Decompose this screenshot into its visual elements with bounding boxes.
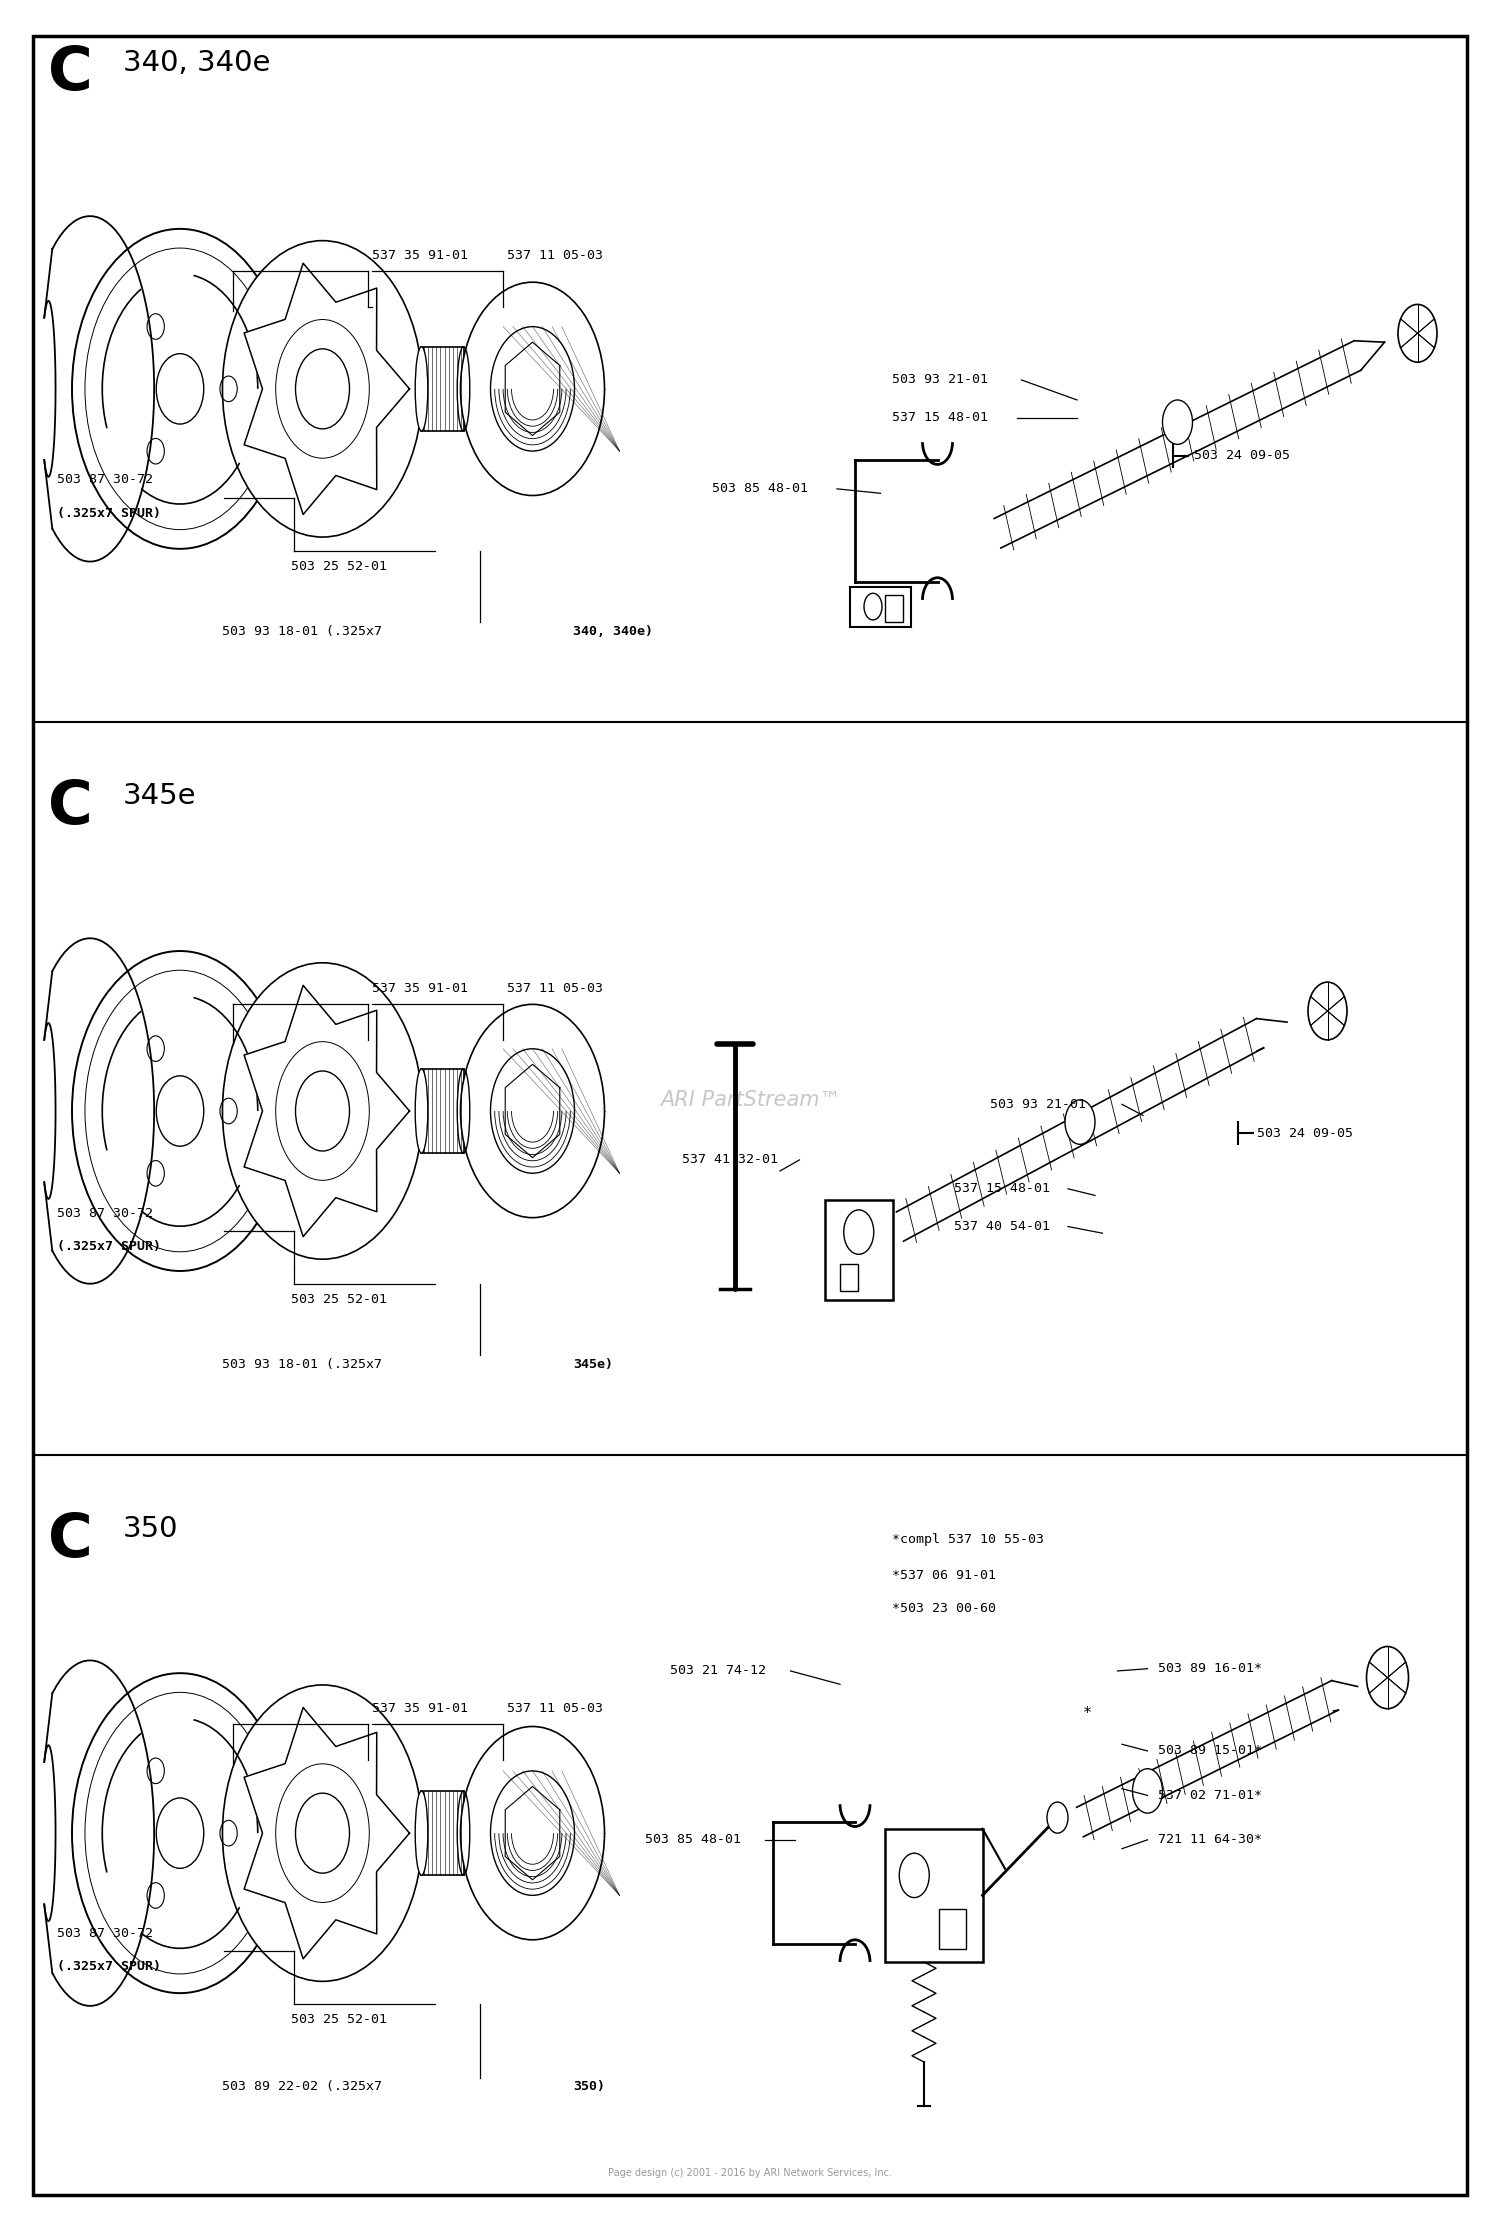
FancyBboxPatch shape	[825, 1200, 892, 1300]
Text: 503 85 48-01: 503 85 48-01	[712, 482, 809, 496]
Text: 503 89 15-01*: 503 89 15-01*	[1158, 1744, 1262, 1758]
Ellipse shape	[416, 1069, 428, 1153]
Polygon shape	[897, 1018, 1263, 1242]
Text: 537 11 05-03: 537 11 05-03	[507, 249, 603, 262]
Text: (.325x7 SPUR): (.325x7 SPUR)	[57, 507, 160, 520]
Polygon shape	[244, 984, 410, 1238]
FancyBboxPatch shape	[840, 1264, 858, 1291]
FancyBboxPatch shape	[422, 1069, 464, 1153]
Text: 503 25 52-01: 503 25 52-01	[291, 1293, 387, 1307]
Circle shape	[1132, 1769, 1162, 1813]
Text: 345e): 345e)	[573, 1358, 614, 1371]
Text: 503 93 21-01: 503 93 21-01	[892, 373, 989, 387]
Text: 537 40 54-01: 537 40 54-01	[954, 1220, 1050, 1233]
Text: 537 41 32-01: 537 41 32-01	[682, 1153, 778, 1167]
Text: 721 11 64-30*: 721 11 64-30*	[1158, 1833, 1262, 1846]
Text: 503 25 52-01: 503 25 52-01	[291, 560, 387, 573]
Text: (.325x7 SPUR): (.325x7 SPUR)	[57, 1960, 160, 1973]
Text: 503 89 16-01*: 503 89 16-01*	[1158, 1662, 1262, 1675]
Circle shape	[460, 1004, 604, 1218]
FancyBboxPatch shape	[885, 595, 903, 622]
Circle shape	[1162, 400, 1192, 444]
Text: 350): 350)	[573, 2080, 604, 2093]
Text: 503 87 30-72: 503 87 30-72	[57, 1207, 153, 1220]
Text: 537 15 48-01: 537 15 48-01	[892, 411, 989, 424]
Text: 503 87 30-72: 503 87 30-72	[57, 473, 153, 487]
Ellipse shape	[416, 347, 428, 431]
Circle shape	[1047, 1802, 1068, 1833]
Polygon shape	[994, 340, 1360, 549]
Text: 503 85 48-01: 503 85 48-01	[645, 1833, 741, 1846]
Text: *537 06 91-01: *537 06 91-01	[892, 1569, 996, 1582]
Circle shape	[490, 1771, 574, 1895]
Polygon shape	[244, 262, 410, 516]
Text: 350: 350	[123, 1515, 178, 1544]
Text: ARI PartStream™: ARI PartStream™	[660, 1089, 840, 1111]
FancyBboxPatch shape	[422, 1791, 464, 1875]
Text: 537 11 05-03: 537 11 05-03	[507, 982, 603, 995]
Text: 503 93 18-01 (.325x7: 503 93 18-01 (.325x7	[222, 1358, 398, 1371]
Polygon shape	[244, 1706, 410, 1960]
Circle shape	[460, 1726, 604, 1940]
Text: 340, 340e: 340, 340e	[123, 49, 270, 78]
Ellipse shape	[416, 1791, 428, 1875]
Text: 537 35 91-01: 537 35 91-01	[372, 982, 468, 995]
Circle shape	[222, 240, 423, 538]
Text: 537 02 71-01*: 537 02 71-01*	[1158, 1789, 1262, 1802]
Circle shape	[460, 282, 604, 496]
Text: *compl 537 10 55-03: *compl 537 10 55-03	[892, 1533, 1044, 1547]
FancyBboxPatch shape	[33, 36, 1467, 2195]
Text: *503 23 00-60: *503 23 00-60	[892, 1602, 996, 1615]
Circle shape	[222, 962, 423, 1260]
FancyBboxPatch shape	[422, 347, 464, 431]
FancyBboxPatch shape	[850, 587, 910, 627]
Text: 503 24 09-05: 503 24 09-05	[1194, 449, 1290, 462]
Text: 503 87 30-72: 503 87 30-72	[57, 1926, 153, 1940]
Text: 537 11 05-03: 537 11 05-03	[507, 1702, 603, 1715]
Circle shape	[222, 1684, 423, 1982]
FancyBboxPatch shape	[885, 1829, 983, 1962]
Circle shape	[490, 1049, 574, 1173]
Text: 537 35 91-01: 537 35 91-01	[372, 249, 468, 262]
Text: 345e: 345e	[123, 782, 196, 811]
Polygon shape	[1077, 1680, 1338, 1838]
Text: 503 21 74-12: 503 21 74-12	[670, 1664, 766, 1678]
Text: 503 93 21-01: 503 93 21-01	[990, 1098, 1086, 1111]
Text: 340, 340e): 340, 340e)	[573, 624, 652, 638]
Text: 537 35 91-01: 537 35 91-01	[372, 1702, 468, 1715]
Text: *: *	[1083, 1706, 1092, 1720]
Text: C: C	[48, 778, 93, 838]
Text: Page design (c) 2001 - 2016 by ARI Network Services, Inc.: Page design (c) 2001 - 2016 by ARI Netwo…	[608, 2169, 892, 2178]
Text: 503 93 18-01 (.325x7: 503 93 18-01 (.325x7	[222, 624, 398, 638]
Circle shape	[490, 327, 574, 451]
Text: C: C	[48, 1511, 93, 1571]
Text: 503 89 22-02 (.325x7: 503 89 22-02 (.325x7	[222, 2080, 398, 2093]
Text: 537 15 48-01: 537 15 48-01	[954, 1182, 1050, 1195]
Text: 503 24 09-05: 503 24 09-05	[1257, 1127, 1353, 1140]
Text: (.325x7 SPUR): (.325x7 SPUR)	[57, 1240, 160, 1253]
Text: C: C	[48, 44, 93, 104]
FancyBboxPatch shape	[939, 1909, 966, 1949]
Text: 503 25 52-01: 503 25 52-01	[291, 2013, 387, 2026]
Circle shape	[1065, 1100, 1095, 1144]
